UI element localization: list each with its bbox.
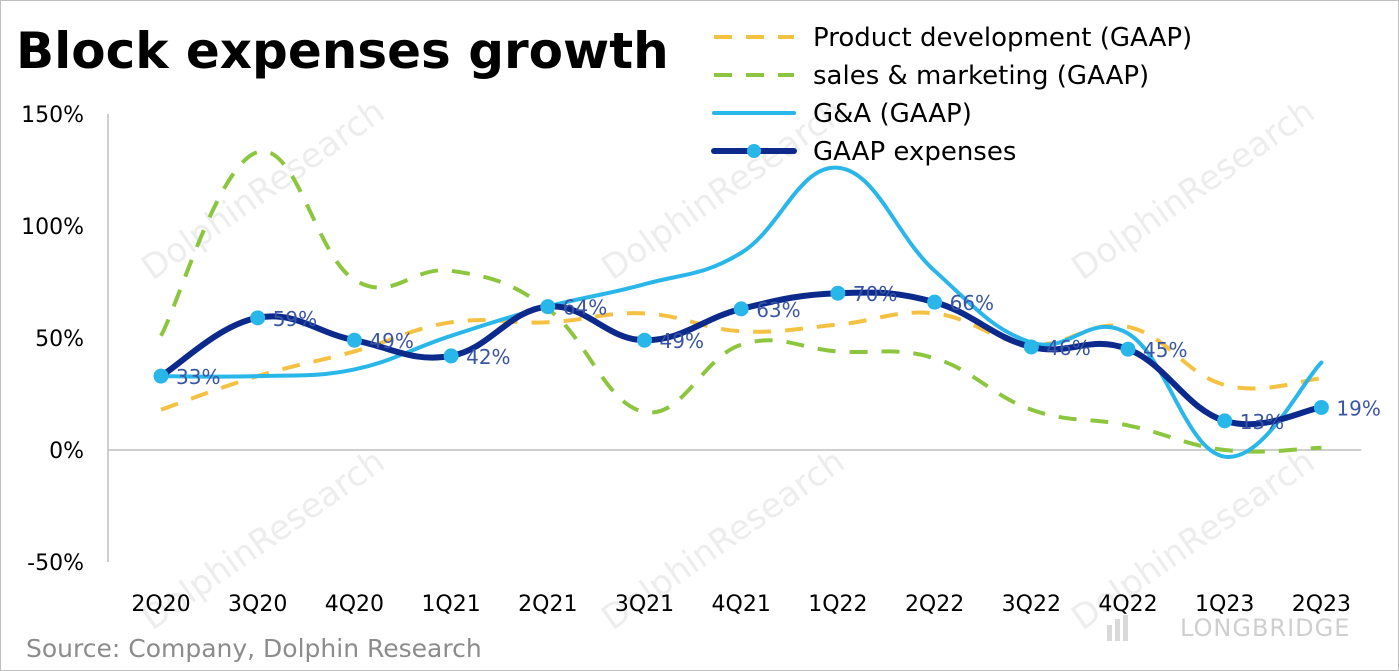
brand-logo-icon bbox=[1107, 615, 1128, 641]
legend-label: GAAP expenses bbox=[813, 137, 1016, 167]
legend: Product development (GAAP) sales & market… bbox=[711, 23, 1192, 167]
data-label: 45% bbox=[1143, 338, 1187, 362]
data-label: 46% bbox=[1046, 336, 1090, 360]
series-layer bbox=[153, 149, 1329, 459]
legend-label: G&A (GAAP) bbox=[813, 99, 972, 129]
x-tick-label: 3Q22 bbox=[1002, 592, 1061, 617]
x-tick-label: 2Q22 bbox=[905, 592, 964, 617]
x-tick-label: 1Q23 bbox=[1195, 592, 1254, 617]
series-line-2 bbox=[159, 149, 1322, 454]
data-label: 49% bbox=[369, 329, 413, 353]
data-label: 70% bbox=[853, 282, 897, 306]
x-tick-label: 1Q22 bbox=[808, 592, 867, 617]
legend-label: sales & marketing (GAAP) bbox=[813, 61, 1149, 91]
data-point bbox=[1023, 339, 1039, 355]
y-tick-label: 0% bbox=[49, 439, 84, 464]
data-point bbox=[540, 299, 556, 315]
y-tick-label: -50% bbox=[27, 551, 84, 576]
data-point bbox=[1217, 413, 1233, 429]
series-line-3 bbox=[159, 165, 1324, 459]
data-point bbox=[1313, 399, 1329, 415]
data-point bbox=[250, 310, 266, 326]
series-line-1 bbox=[160, 310, 1322, 412]
y-tick-label: 50% bbox=[35, 327, 84, 352]
legend-label: Product development (GAAP) bbox=[813, 23, 1192, 53]
chart-title: Block expenses growth bbox=[16, 22, 669, 80]
data-point bbox=[443, 348, 459, 364]
x-tick-label: 2Q21 bbox=[518, 592, 577, 617]
data-label: 33% bbox=[176, 365, 220, 389]
x-tick-label: 3Q20 bbox=[228, 592, 287, 617]
y-tick-label: 150% bbox=[21, 103, 84, 128]
brand-watermark: LONGBRIDGE bbox=[1180, 614, 1351, 642]
source-note: Source: Company, Dolphin Research bbox=[26, 634, 482, 663]
axes: -50% 0% 50% 100% 150% 2Q20 3Q20 4Q20 1Q21 2Q21 3Q2… bbox=[21, 103, 1362, 617]
data-labels: 33% 59% 49% 42% 64% 49% 63% 70% 66% 46% 45% 13% 19% bbox=[176, 282, 1381, 434]
x-tick-label: 2Q23 bbox=[1292, 592, 1351, 617]
x-tick-label: 4Q20 bbox=[325, 592, 384, 617]
data-point bbox=[927, 294, 943, 310]
data-point bbox=[637, 332, 652, 348]
data-label: 64% bbox=[563, 296, 607, 320]
data-label: 59% bbox=[273, 307, 317, 331]
y-tick-label: 100% bbox=[21, 215, 84, 240]
legend-marker bbox=[747, 144, 761, 158]
data-point bbox=[346, 332, 362, 348]
data-label: 19% bbox=[1336, 396, 1380, 420]
data-label: 63% bbox=[756, 298, 800, 322]
x-tick-label: 4Q21 bbox=[712, 592, 771, 617]
data-point bbox=[153, 368, 169, 384]
data-label: 49% bbox=[660, 329, 704, 353]
x-tick-label: 2Q20 bbox=[131, 592, 190, 617]
data-point bbox=[1120, 341, 1136, 357]
x-tick-label: 1Q21 bbox=[421, 592, 480, 617]
x-tick-label: 4Q22 bbox=[1098, 592, 1157, 617]
x-tick-label: 3Q21 bbox=[615, 592, 674, 617]
data-label: 42% bbox=[466, 345, 510, 369]
data-point bbox=[830, 285, 846, 301]
data-point bbox=[733, 301, 749, 317]
data-label: 13% bbox=[1240, 410, 1284, 434]
data-label: 66% bbox=[950, 291, 994, 315]
